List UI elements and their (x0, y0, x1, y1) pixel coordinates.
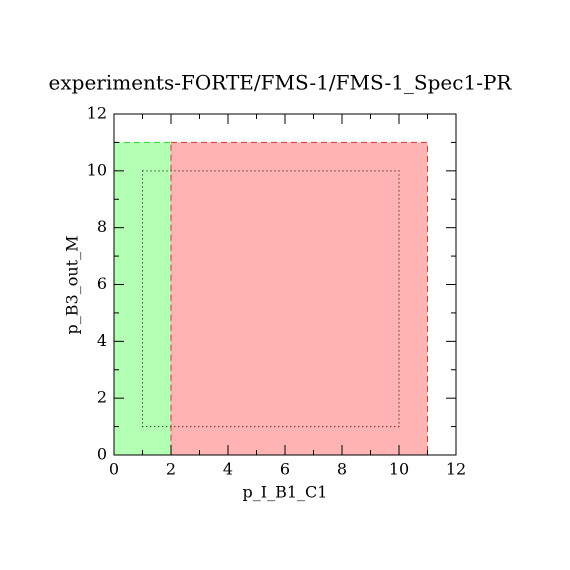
x-tick-label: 10 (389, 460, 409, 479)
x-tick-label: 0 (109, 460, 119, 479)
y-tick-label: 10 (87, 160, 107, 179)
y-tick-label: 6 (97, 274, 107, 293)
y-axis-label: p_B3_out_M (63, 236, 82, 335)
y-tick-label: 12 (87, 104, 107, 123)
x-tick-label: 8 (337, 460, 347, 479)
x-tick-label: 2 (166, 460, 176, 479)
y-tick-label: 8 (97, 217, 107, 236)
region (170, 141, 428, 456)
region (142, 170, 400, 428)
y-tick-label: 0 (97, 445, 107, 464)
x-tick-label: 6 (280, 460, 290, 479)
y-tick-label: 2 (97, 388, 107, 407)
x-tick-label: 4 (223, 460, 233, 479)
x-axis-label: p_I_B1_C1 (243, 483, 328, 502)
x-tick-label: 12 (446, 460, 466, 479)
chart-title: experiments-FORTE/FMS-1/FMS-1_Spec1-PR (49, 71, 513, 95)
y-tick-label: 4 (97, 331, 107, 350)
